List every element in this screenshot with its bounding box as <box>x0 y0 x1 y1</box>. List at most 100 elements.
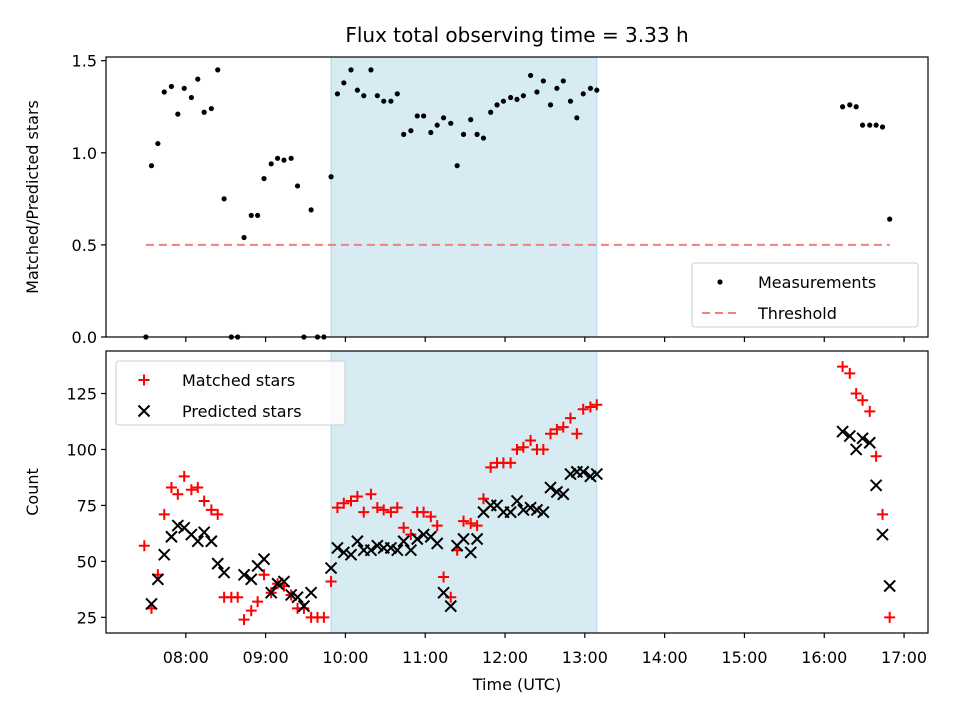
ratio-plot-frame <box>105 56 929 338</box>
y-tick-label: 1.5 <box>72 52 97 71</box>
predicted-stars-point <box>351 535 364 548</box>
predicted-stars-point <box>277 575 291 588</box>
x-tick-label: 12:00 <box>482 648 528 667</box>
legend-swatch <box>717 279 723 285</box>
measurements-point <box>560 78 566 84</box>
matched-stars-point <box>258 569 270 581</box>
matched-stars-point <box>345 495 357 507</box>
predicted-stars-point <box>304 586 318 599</box>
y-tick-label: 75 <box>77 496 97 515</box>
predicted-stars-point <box>331 541 344 555</box>
predicted-stars-point <box>856 432 869 445</box>
y-tick-label: 0.5 <box>72 236 97 255</box>
matched-stars-point <box>870 450 882 462</box>
predicted-stars-point <box>470 532 484 546</box>
measurements-point <box>361 93 367 99</box>
matched-stars-point <box>351 490 363 502</box>
matched-stars-point <box>298 602 310 614</box>
matched-stars-point <box>591 399 603 411</box>
measurements-point <box>480 135 487 141</box>
measurements-point <box>534 89 540 95</box>
matched-stars-point <box>178 470 190 482</box>
matched-stars-point <box>545 428 557 440</box>
measurements-point <box>374 93 380 99</box>
predicted-stars-point <box>151 573 165 586</box>
predicted-stars-point <box>211 557 224 570</box>
predicted-stars-point <box>391 543 404 557</box>
x-axis: 08:00 09:00 10:00 11:00 12:00 13:00 14:00 15:00… <box>163 648 927 667</box>
measurements-point <box>434 122 440 128</box>
measurements-point <box>381 98 387 104</box>
predicted-stars-point <box>869 479 883 492</box>
measurements-point <box>887 216 893 222</box>
measurements-point <box>394 91 400 97</box>
matched-stars-point <box>577 403 589 415</box>
legend-entry-label: Measurements <box>758 273 876 292</box>
legend-box <box>691 262 919 328</box>
x-tick-label: 17:00 <box>881 648 927 667</box>
matched-stars-point <box>358 506 370 518</box>
measurements-point <box>208 105 214 112</box>
predicted-stars-point <box>457 532 470 546</box>
y-tick-label: 1.0 <box>72 144 97 163</box>
predicted-stars-point <box>245 573 258 586</box>
measurements-point <box>859 122 866 128</box>
matched-stars-point <box>864 405 876 417</box>
matched-stars-point <box>877 508 889 520</box>
chart-title: Flux total observing time = 3.33 h <box>345 23 688 47</box>
measurements-point <box>421 113 427 119</box>
measurements-point <box>514 96 520 102</box>
measurements-point <box>494 102 500 108</box>
predicted-stars-point <box>264 586 278 599</box>
predicted-stars-point <box>504 505 517 519</box>
matched-stars-point <box>238 614 250 626</box>
matched-stars-point <box>138 540 150 552</box>
measurements-point <box>168 83 175 90</box>
measurements-point <box>840 104 846 110</box>
matched-stars-point <box>571 428 583 440</box>
count-legend: Matched stars Predicted stars <box>115 360 346 426</box>
matched-stars-point <box>837 361 849 373</box>
predicted-stars-point <box>843 429 856 443</box>
matched-stars-point <box>857 394 869 406</box>
y-tick-label: 50 <box>77 552 97 571</box>
predicted-stars-point <box>397 535 410 548</box>
y-tick-label: 25 <box>77 608 97 627</box>
matched-stars-point <box>551 423 563 435</box>
matched-stars-point <box>471 520 483 532</box>
predicted-stars-point <box>437 586 450 599</box>
measurements-point <box>520 93 526 99</box>
legend-swatch <box>137 404 151 418</box>
legend-entry-label: Predicted stars <box>182 402 302 421</box>
x-tick-label: 13:00 <box>562 648 608 667</box>
matched-stars-point <box>465 517 477 529</box>
measurements-point <box>328 174 334 180</box>
matched-stars-point <box>398 522 410 534</box>
predicted-stars-point <box>430 537 444 550</box>
measurements-point <box>148 163 155 169</box>
matched-stars-point <box>325 576 337 588</box>
matched-stars-point <box>365 488 377 500</box>
measurements-point <box>567 98 574 104</box>
measurements-point <box>594 87 600 93</box>
matched-stars-point <box>331 502 343 514</box>
measurements-point <box>368 67 374 73</box>
predicted-stars-point <box>836 425 849 438</box>
x-tick-label: 08:00 <box>163 648 209 667</box>
measurements-point <box>474 131 480 137</box>
measurements-point <box>354 87 360 93</box>
matched-stars-point <box>431 520 443 532</box>
predicted-stars-point <box>197 526 211 539</box>
measurements-point <box>879 124 886 130</box>
x-tick-label: 14:00 <box>642 648 688 667</box>
measurements-point <box>847 102 853 108</box>
measurements-point <box>554 85 560 91</box>
measurements-point <box>155 140 161 147</box>
measurements-point <box>580 91 586 97</box>
count-plot-frame <box>105 350 929 634</box>
measurements-point <box>853 104 859 110</box>
predicted-stars-point <box>344 548 358 561</box>
measurements-point <box>195 76 201 82</box>
predicted-stars-point <box>191 535 204 548</box>
measurements-point <box>500 98 507 104</box>
